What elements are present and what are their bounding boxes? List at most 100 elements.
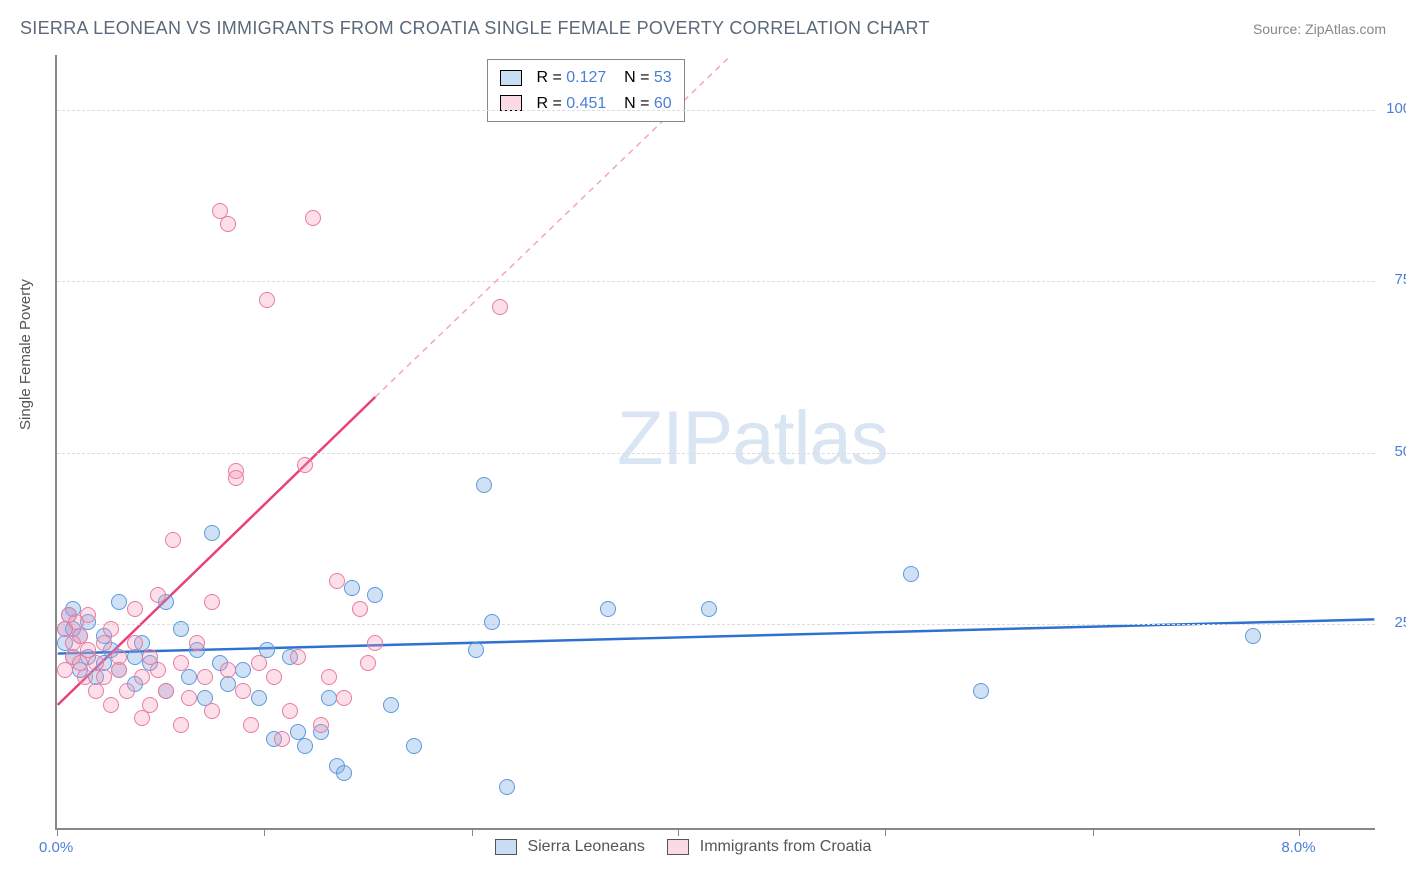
data-point — [266, 669, 282, 685]
data-point — [165, 532, 181, 548]
data-point — [336, 765, 352, 781]
data-point — [367, 635, 383, 651]
legend-label-blue: Sierra Leoneans — [527, 838, 644, 855]
swatch-blue-icon — [500, 70, 522, 86]
data-point — [499, 779, 515, 795]
y-tick-label: 25.0% — [1394, 614, 1406, 631]
legend-series: Sierra Leoneans Immigrants from Croatia — [477, 838, 871, 856]
x-tick — [1093, 828, 1094, 836]
data-point — [127, 649, 143, 665]
x-tick — [1299, 828, 1300, 836]
data-point — [181, 669, 197, 685]
data-point — [173, 717, 189, 733]
data-point — [476, 477, 492, 493]
legend-correlation: R = 0.127 N = 53 R = 0.451 N = 60 — [487, 59, 685, 122]
data-point — [251, 655, 267, 671]
data-point — [468, 642, 484, 658]
data-point — [119, 683, 135, 699]
data-point — [142, 697, 158, 713]
data-point — [103, 621, 119, 637]
data-point — [127, 601, 143, 617]
data-point — [204, 594, 220, 610]
data-point — [313, 717, 329, 733]
data-point — [903, 566, 919, 582]
data-point — [220, 662, 236, 678]
data-point — [173, 621, 189, 637]
gridline-h — [57, 453, 1375, 454]
data-point — [88, 683, 104, 699]
data-point — [181, 690, 197, 706]
data-point — [251, 690, 267, 706]
trend-lines — [57, 55, 1375, 828]
gridline-h — [57, 624, 1375, 625]
data-point — [1245, 628, 1261, 644]
data-point — [57, 662, 73, 678]
data-point — [274, 731, 290, 747]
data-point — [150, 587, 166, 603]
data-point — [150, 662, 166, 678]
data-point — [360, 655, 376, 671]
data-point — [406, 738, 422, 754]
x-tick — [678, 828, 679, 836]
data-point — [290, 649, 306, 665]
data-point — [134, 669, 150, 685]
data-point — [321, 690, 337, 706]
data-point — [189, 635, 205, 651]
chart-source: Source: ZipAtlas.com — [1253, 21, 1386, 37]
data-point — [111, 662, 127, 678]
gridline-h — [57, 110, 1375, 111]
data-point — [77, 669, 93, 685]
data-point — [96, 669, 112, 685]
data-point — [96, 635, 112, 651]
y-tick-label: 50.0% — [1394, 443, 1406, 460]
data-point — [80, 607, 96, 623]
data-point — [352, 601, 368, 617]
y-axis-label: Single Female Poverty — [17, 279, 34, 430]
data-point — [282, 703, 298, 719]
y-tick-label: 75.0% — [1394, 271, 1406, 288]
data-point — [492, 299, 508, 315]
data-point — [134, 710, 150, 726]
data-point — [228, 470, 244, 486]
data-point — [111, 594, 127, 610]
watermark: ZIPatlas — [617, 395, 888, 482]
swatch-pink-icon — [667, 839, 689, 855]
data-point — [220, 676, 236, 692]
y-tick-label: 100.0% — [1386, 100, 1406, 117]
data-point — [197, 669, 213, 685]
data-point — [235, 683, 251, 699]
data-point — [297, 738, 313, 754]
legend-row-blue: R = 0.127 N = 53 — [500, 65, 672, 91]
x-tick — [885, 828, 886, 836]
data-point — [344, 580, 360, 596]
gridline-h — [57, 281, 1375, 282]
data-point — [204, 703, 220, 719]
data-point — [127, 635, 143, 651]
data-point — [484, 614, 500, 630]
chart-header: SIERRA LEONEAN VS IMMIGRANTS FROM CROATI… — [20, 18, 1386, 39]
data-point — [243, 717, 259, 733]
data-point — [701, 601, 717, 617]
data-point — [336, 690, 352, 706]
data-point — [235, 662, 251, 678]
data-point — [158, 683, 174, 699]
chart-title: SIERRA LEONEAN VS IMMIGRANTS FROM CROATI… — [20, 18, 930, 39]
x-tick — [472, 828, 473, 836]
data-point — [220, 216, 236, 232]
data-point — [297, 457, 313, 473]
data-point — [973, 683, 989, 699]
plot-area: ZIPatlas R = 0.127 N = 53 R = 0.451 N = … — [55, 55, 1375, 830]
data-point — [367, 587, 383, 603]
legend-row-pink: R = 0.451 N = 60 — [500, 91, 672, 117]
x-tick — [57, 828, 58, 836]
x-tick — [264, 828, 265, 836]
data-point — [329, 573, 345, 589]
data-point — [305, 210, 321, 226]
data-point — [103, 697, 119, 713]
data-point — [321, 669, 337, 685]
data-point — [204, 525, 220, 541]
swatch-blue-icon — [495, 839, 517, 855]
data-point — [173, 655, 189, 671]
x-tick-label: 8.0% — [1281, 839, 1315, 856]
data-point — [383, 697, 399, 713]
